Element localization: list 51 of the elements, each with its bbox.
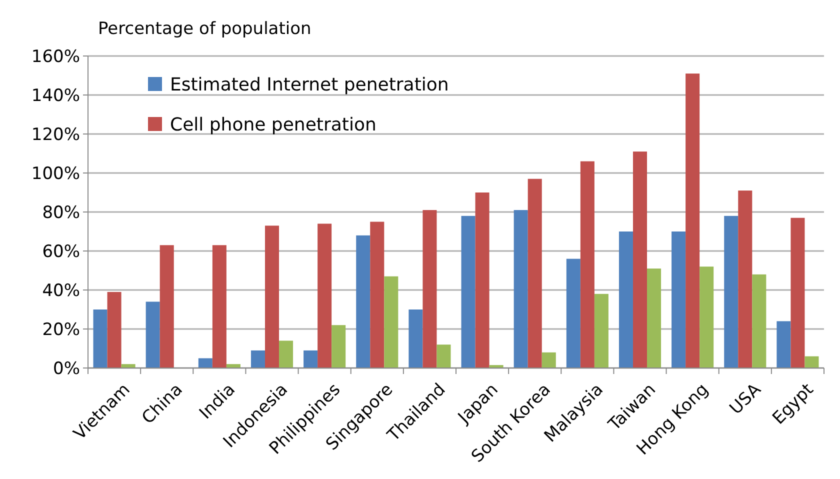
bar [672, 232, 686, 368]
bar [250, 350, 265, 368]
bar [528, 178, 542, 368]
bar [514, 210, 528, 368]
y-tick-label: 80% [42, 202, 80, 223]
y-tick-label: 100% [31, 164, 80, 184]
bar [594, 294, 608, 368]
bar [724, 216, 738, 368]
bar [422, 210, 437, 368]
bar [738, 190, 752, 368]
bar [752, 274, 766, 368]
bar [384, 276, 398, 368]
bar [461, 216, 476, 368]
legend-label: Estimated Internet penetration [170, 74, 449, 96]
bar [212, 245, 226, 368]
bar [160, 245, 174, 368]
bar [370, 222, 384, 368]
bar [475, 192, 490, 368]
bar [198, 358, 212, 368]
y-tick-label: 120% [31, 124, 80, 145]
y-tick-label: 0% [53, 358, 80, 379]
bar [107, 292, 122, 368]
bar [580, 161, 594, 368]
bar [566, 258, 580, 368]
y-tick-label: 40% [42, 280, 80, 301]
y-tick-label: 60% [42, 242, 80, 262]
bar [700, 266, 714, 368]
bar [790, 218, 805, 368]
bar [332, 325, 346, 368]
bar [304, 350, 318, 368]
bar [264, 226, 280, 368]
bar [632, 152, 648, 368]
bar [776, 321, 791, 368]
bar [279, 340, 294, 368]
x-tick-label: USA [726, 380, 766, 419]
y-axis-title: Percentage of population [98, 19, 312, 39]
bar [146, 302, 160, 368]
bar [618, 232, 633, 368]
y-tick-label: 140% [31, 86, 80, 106]
bar [647, 268, 662, 368]
y-tick-label: 160% [31, 46, 80, 67]
bar [542, 352, 556, 368]
bar [356, 235, 370, 368]
bar [408, 310, 423, 368]
bar [804, 356, 819, 368]
bar [93, 310, 108, 368]
y-tick-label: 20% [42, 320, 80, 340]
bar [318, 224, 332, 368]
bar [436, 344, 451, 368]
bar [686, 74, 700, 368]
legend-label: Cell phone penetration [170, 114, 376, 136]
